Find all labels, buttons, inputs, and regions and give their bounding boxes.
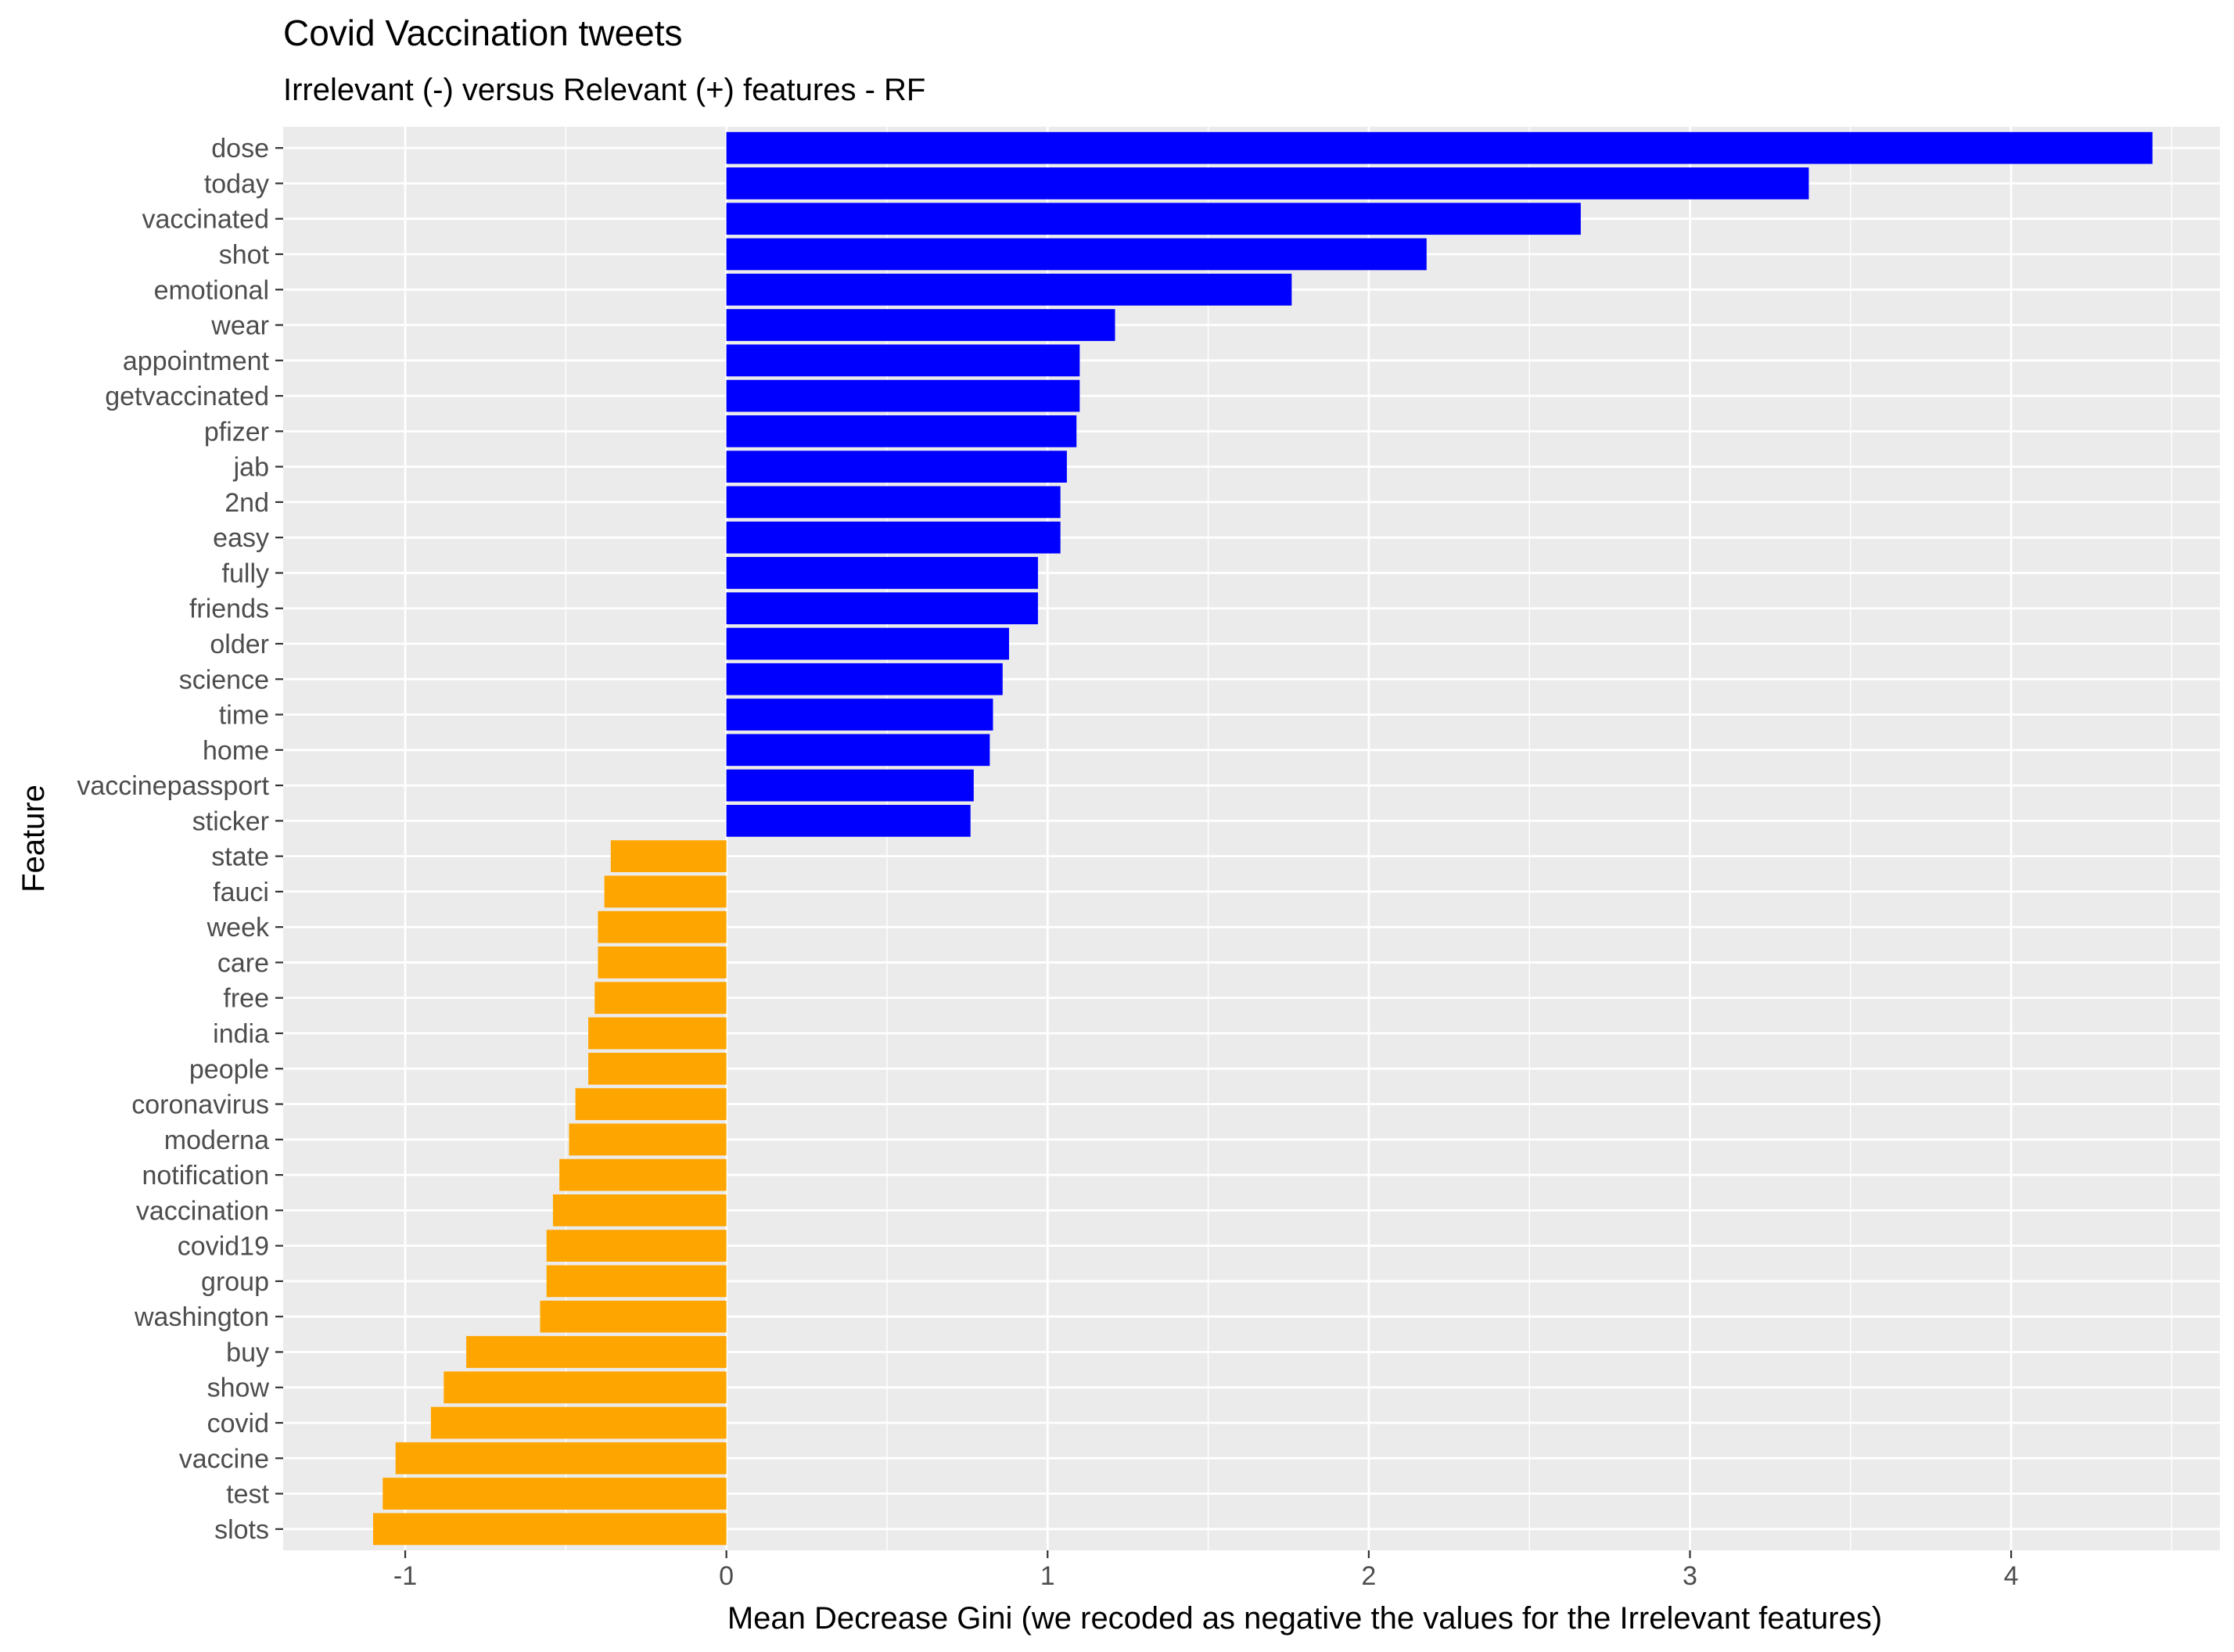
y-tick-label: vaccination (136, 1196, 269, 1226)
bar-free (594, 982, 727, 1015)
y-tick-label: older (210, 630, 269, 659)
y-tick-label: dose (211, 134, 269, 163)
x-axis-ticks: -1 0 1 2 3 4 (393, 1550, 2019, 1591)
y-tick-label: vaccinepassport (77, 771, 269, 801)
y-tick-label: buy (226, 1338, 269, 1367)
bar-group (546, 1265, 727, 1298)
bar-time (726, 699, 993, 731)
bar-coronavirus (575, 1088, 727, 1120)
bar-pfizer (726, 415, 1077, 447)
bar-show (444, 1371, 727, 1404)
bar-covid (430, 1406, 727, 1439)
bar-covid19 (546, 1230, 727, 1262)
bar-vaccinepassport (726, 769, 974, 802)
bar-dose (726, 131, 2153, 164)
y-tick-label: covid (207, 1409, 269, 1438)
y-tick-label: vaccine (179, 1444, 269, 1474)
bar-appointment (726, 344, 1080, 377)
y-tick-label: week (207, 913, 270, 943)
bar-india (588, 1017, 727, 1050)
y-tick-label: coronavirus (131, 1090, 269, 1120)
bar-vaccination (552, 1194, 727, 1226)
bar-2nd (726, 486, 1061, 519)
chart-subtitle: Irrelevant (-) versus Relevant (+) featu… (283, 73, 925, 107)
y-tick-label: jab (233, 453, 269, 483)
y-tick-label: test (226, 1480, 269, 1510)
x-tick-label: 3 (1683, 1561, 1697, 1591)
bar-week (598, 910, 727, 943)
y-axis-label: Feature (16, 785, 51, 892)
y-axis-ticks: dose today vaccinated shot emotional wear appo… (77, 134, 283, 1545)
y-tick-label: wear (210, 311, 269, 341)
y-tick-label: today (204, 169, 269, 199)
bar-easy (726, 521, 1061, 554)
bar-slots (372, 1513, 727, 1546)
x-axis-label: Mean Decrease Gini (we recoded as negati… (727, 1601, 1882, 1636)
bars (372, 131, 2153, 1546)
y-tick-label: state (211, 842, 269, 872)
bar-shot (726, 238, 1427, 271)
x-tick-label: 1 (1040, 1561, 1055, 1591)
bar-moderna (569, 1123, 727, 1156)
bar-vaccine (395, 1442, 727, 1474)
bar-science (726, 663, 1003, 695)
y-tick-label: fully (222, 558, 269, 588)
y-tick-label: science (179, 665, 269, 695)
x-tick-label: -1 (393, 1561, 417, 1591)
y-tick-label: slots (214, 1515, 269, 1545)
x-tick-label: 4 (2004, 1561, 2019, 1591)
y-tick-label: care (217, 948, 269, 978)
y-tick-label: people (189, 1054, 269, 1084)
y-tick-label: 2nd (224, 488, 269, 518)
y-tick-label: free (223, 984, 269, 1014)
bar-state (610, 840, 727, 873)
bar-older (726, 627, 1009, 660)
bar-care (598, 946, 727, 979)
bar-notification (559, 1158, 727, 1191)
y-tick-label: washington (134, 1302, 269, 1332)
x-tick-label: 2 (1361, 1561, 1376, 1591)
bar-getvaccinated (726, 379, 1080, 412)
bar-jab (726, 451, 1067, 483)
bar-sticker (726, 804, 971, 837)
x-tick-label: 0 (719, 1561, 734, 1591)
bar-buy (466, 1336, 727, 1368)
bar-fauci (604, 875, 727, 908)
chart-title: Covid Vaccination tweets (283, 13, 683, 53)
y-tick-label: moderna (164, 1126, 269, 1155)
bar-friends (726, 592, 1038, 625)
bar-test (383, 1478, 727, 1510)
bar-vaccinated (726, 203, 1581, 235)
y-tick-label: vaccinated (142, 205, 269, 235)
y-tick-label: covid19 (178, 1232, 269, 1262)
bar-people (588, 1052, 727, 1085)
bar-washington (540, 1300, 727, 1333)
y-tick-label: notification (142, 1161, 269, 1191)
bar-fully (726, 557, 1038, 589)
y-tick-label: emotional (154, 275, 269, 305)
y-tick-label: getvaccinated (105, 382, 269, 411)
bar-emotional (726, 273, 1292, 306)
bar-today (726, 167, 1809, 199)
y-tick-label: pfizer (204, 417, 269, 447)
y-tick-label: sticker (192, 806, 269, 836)
y-tick-label: show (207, 1374, 270, 1403)
y-tick-label: shot (219, 240, 270, 270)
y-tick-label: india (213, 1019, 269, 1049)
y-tick-label: fauci (213, 878, 269, 907)
y-tick-label: friends (189, 594, 269, 624)
y-tick-label: home (203, 736, 269, 766)
y-tick-label: time (219, 701, 269, 731)
y-tick-label: group (201, 1267, 269, 1297)
bar-home (726, 734, 990, 767)
y-tick-label: easy (213, 523, 269, 553)
y-tick-label: appointment (123, 347, 270, 376)
bar-wear (726, 309, 1115, 341)
